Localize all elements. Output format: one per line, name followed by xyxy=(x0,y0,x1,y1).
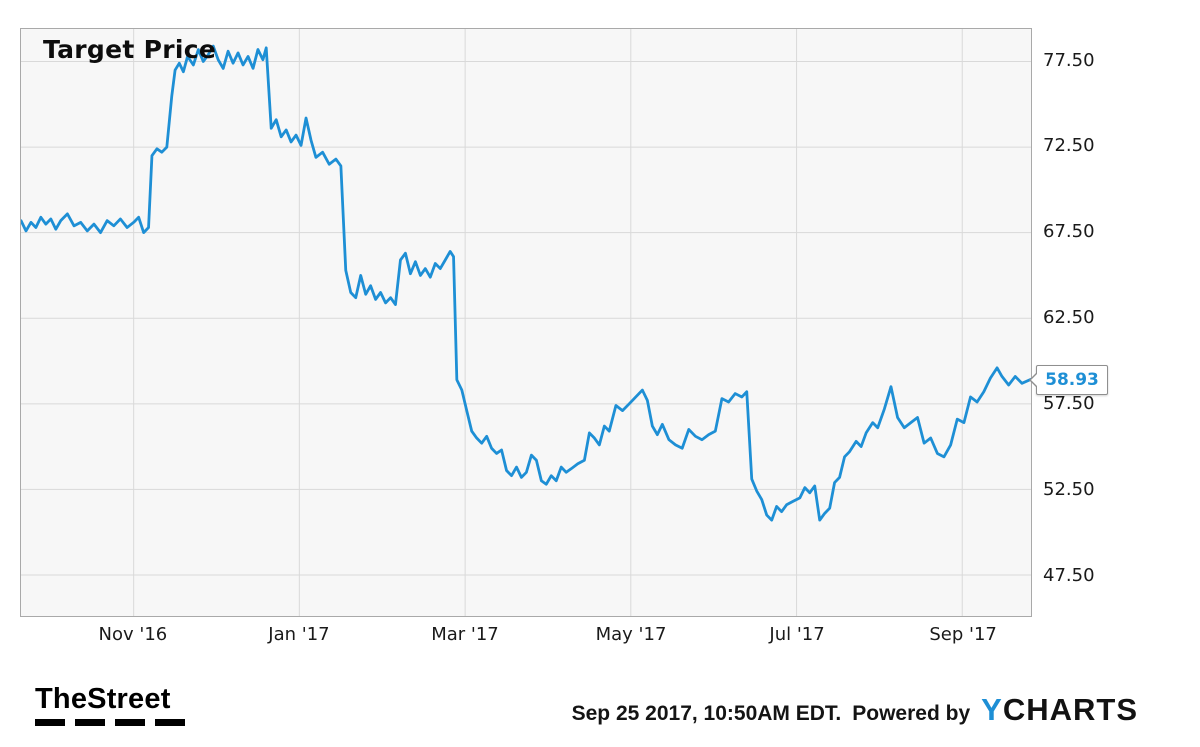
ycharts-logo-y: Y xyxy=(981,692,1003,727)
last-price-value: 58.93 xyxy=(1045,369,1099,390)
underline-bar xyxy=(75,719,105,726)
x-tick-label: Mar '17 xyxy=(431,624,499,645)
y-tick-label: 62.50 xyxy=(1043,307,1095,329)
plot-area: Target Price xyxy=(20,28,1032,617)
timestamp: Sep 25 2017, 10:50AM EDT. xyxy=(571,702,842,725)
chart-title: Target Price xyxy=(43,35,217,64)
price-line-chart xyxy=(21,29,1031,616)
y-tick-label: 52.50 xyxy=(1043,478,1095,500)
powered-by-label: Powered by xyxy=(852,702,971,725)
underline-bar xyxy=(35,719,65,726)
x-tick-label: May '17 xyxy=(595,624,667,645)
underline-bar xyxy=(115,719,145,726)
y-tick-label: 67.50 xyxy=(1043,221,1095,243)
thestreet-logo-text: TheStreet xyxy=(35,683,171,715)
ycharts-logo: YCHARTS xyxy=(981,692,1138,728)
x-tick-label: Sep '17 xyxy=(929,624,997,645)
y-tick-label: 47.50 xyxy=(1043,564,1095,586)
underline-bar xyxy=(155,719,185,726)
ycharts-logo-rest: CHARTS xyxy=(1002,692,1138,727)
footer-attribution: Sep 25 2017, 10:50AM EDT. Powered by YCH… xyxy=(572,692,1138,728)
last-price-callout: 58.93 xyxy=(1029,364,1108,395)
y-tick-label: 77.50 xyxy=(1043,49,1095,71)
x-tick-label: Nov '16 xyxy=(98,624,168,645)
y-tick-label: 72.50 xyxy=(1043,135,1095,157)
x-tick-label: Jul '17 xyxy=(769,624,825,645)
x-tick-label: Jan '17 xyxy=(268,624,330,645)
thestreet-underline xyxy=(35,719,185,726)
thestreet-logo: TheStreet xyxy=(35,683,185,726)
y-tick-label: 57.50 xyxy=(1043,393,1095,415)
